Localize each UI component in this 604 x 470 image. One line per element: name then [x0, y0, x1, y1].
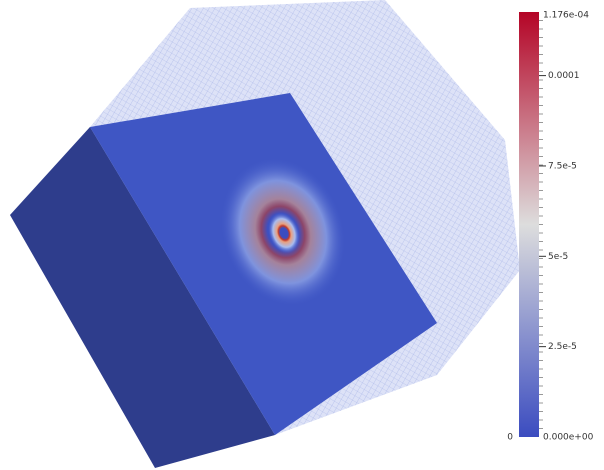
tick-label: 7.5e-5 [548, 161, 577, 171]
hotspot [268, 212, 300, 254]
tick-label: 0.0001 [548, 71, 580, 81]
cube-side [10, 127, 275, 468]
colorbar [519, 12, 539, 437]
colorbar-side-label: 0 [507, 433, 513, 443]
colorbar-ticks: 0.0001 7.5e-5 5e-5 2.5e-5 [539, 20, 580, 429]
tick-label: 5e-5 [548, 252, 568, 262]
tick-label: 2.5e-5 [548, 342, 577, 352]
colorbar-max: 1.176e-04 [543, 11, 589, 21]
colorbar-min: 0.000e+00 [543, 433, 594, 443]
